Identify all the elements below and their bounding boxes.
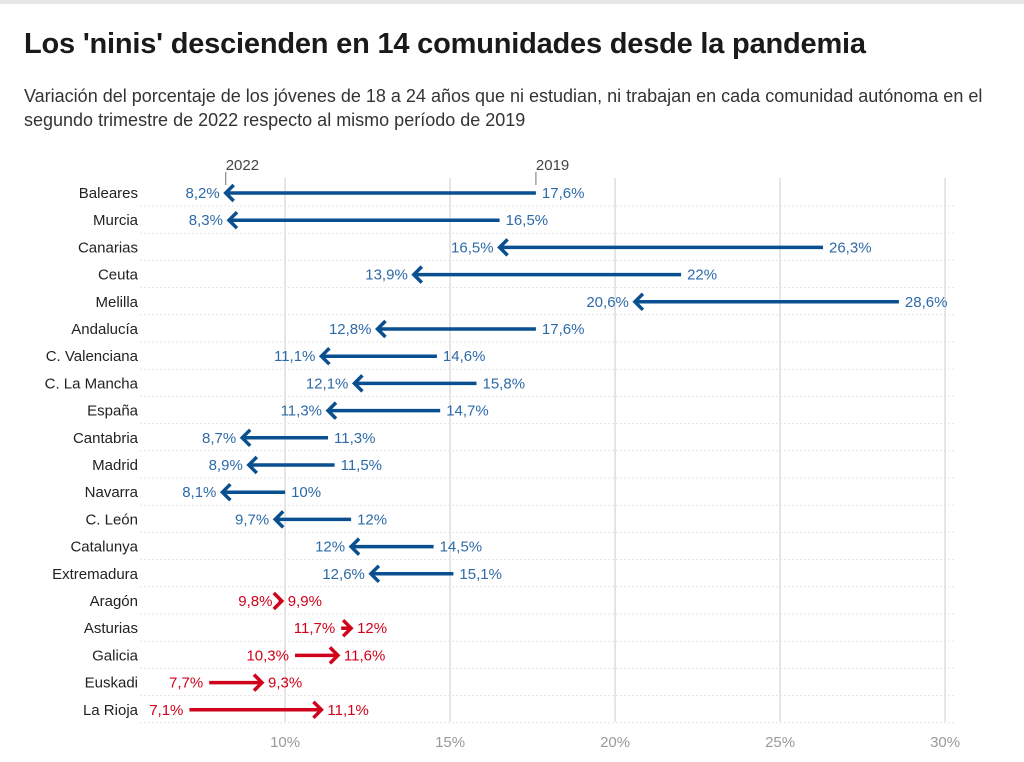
arrow-head [226,210,239,230]
chart-subtitle: Variación del porcentaje de los jóvenes … [24,86,983,130]
top-border [0,0,1024,4]
value-label-2022: 12,8% [329,321,372,338]
value-label-2022: 8,3% [189,212,223,229]
value-label-2019: 11,3% [334,430,375,447]
x-tick-label: 30% [930,734,960,751]
arrow-head [312,700,324,720]
value-label-2022: 20,6% [586,294,629,311]
category-label: Cantabria [73,430,139,447]
value-label-2022: 9,7% [235,511,269,528]
category-label: Baleares [79,185,138,202]
value-label-2022: 12,1% [306,375,349,392]
arrow-head [497,238,509,257]
category-label: La Rioja [83,702,139,719]
category-label: Canarias [78,239,138,256]
category-label: Andalucía [71,321,138,338]
value-label-2019: 14,7% [446,403,489,420]
legend-2022-label: 2022 [226,157,259,174]
value-label-2022: 11,1% [327,702,368,719]
value-label-2022: 11,6% [344,647,385,664]
value-label-2019: 9,8% [238,593,272,610]
category-label: Aragón [90,593,138,610]
arrow-head [223,183,235,203]
value-label-2019: 7,1% [149,702,183,719]
value-label-2019: 15,1% [459,566,502,583]
value-label-2019: 28,6% [905,294,948,311]
x-tick-label: 10% [270,734,300,751]
value-label-2019: 17,6% [542,185,585,202]
value-label-2019: 11,5% [341,457,382,474]
category-label: Asturias [84,620,138,637]
value-label-2022: 11,1% [274,348,315,365]
arrow-head [239,428,252,448]
value-label-2019: 10,3% [246,647,289,664]
value-label-2022: 11,3% [281,403,322,420]
value-label-2019: 12% [357,511,387,528]
arrow-head [348,537,361,556]
category-label: C. La Mancha [45,375,139,392]
value-label-2022: 8,9% [209,457,243,474]
category-label: Navarra [85,484,139,501]
value-label-2022: 9,3% [268,675,302,692]
value-label-2019: 15,8% [483,375,526,392]
value-label-2022: 16,5% [451,239,494,256]
category-label: Melilla [95,294,138,311]
category-label: Extremadura [52,566,139,583]
value-label-2019: 26,3% [829,239,872,256]
category-label: Galicia [92,647,139,664]
category-label: Euskadi [85,675,138,692]
value-label-2019: 22% [687,267,717,284]
value-label-2022: 12% [315,539,345,556]
arrow-head [325,401,338,420]
x-tick-label: 15% [435,734,465,751]
value-label-2019: 7,7% [169,675,203,692]
category-label: Murcia [93,212,139,229]
arrow-head [272,591,285,611]
value-label-2022: 12,6% [322,566,365,583]
chart-title: Los 'ninis' descienden en 14 comunidades… [24,28,866,60]
category-label: Catalunya [70,539,138,556]
value-label-2022: 8,1% [182,484,216,501]
x-tick-label: 25% [765,734,795,751]
legend-2019-label: 2019 [536,157,569,174]
value-label-2022: 9,9% [288,593,322,610]
arrow-head [328,646,341,665]
value-label-2019: 16,5% [506,212,549,229]
value-label-2022: 8,2% [185,185,219,202]
value-label-2019: 17,6% [542,321,585,338]
arrow-head [411,265,424,284]
value-label-2019: 11,7% [294,620,335,637]
category-label: C. Valenciana [46,348,139,365]
category-label: España [87,403,139,420]
value-label-2022: 12% [357,620,387,637]
arrow-head [368,564,381,584]
arrow-head [632,292,645,312]
value-label-2019: 10% [291,484,321,501]
value-label-2022: 8,7% [202,430,236,447]
arrow-head [272,510,285,529]
arrow-head [351,374,364,393]
category-label: Madrid [92,457,138,474]
x-tick-label: 20% [600,734,630,751]
value-label-2019: 14,5% [440,539,483,556]
arrow-head [219,482,232,502]
value-label-2022: 13,9% [365,267,408,284]
value-label-2019: 14,6% [443,348,486,365]
arrow-head [252,673,265,692]
arrow-head [341,618,354,638]
category-label: Ceuta [98,267,139,284]
arrow-head [246,455,259,475]
category-label: C. León [85,511,138,528]
arrow-head [375,319,387,339]
arrow-head [318,346,331,366]
